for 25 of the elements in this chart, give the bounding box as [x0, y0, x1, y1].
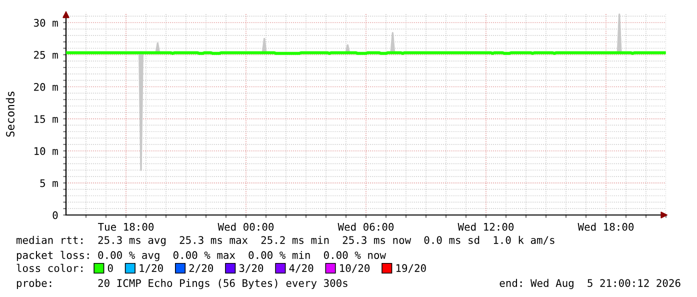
y-tick-label: 20 m	[34, 83, 58, 91]
x-tick-label: Wed 06:00	[338, 222, 394, 231]
legend-label: 1/20	[140, 264, 163, 273]
y-tick-label: 30 m	[34, 18, 58, 27]
legend-label: 19/20	[396, 264, 426, 273]
y-tick-label: 25 m	[34, 50, 58, 59]
text: loss color:	[16, 264, 82, 272]
text: end: Wed Aug 5 21:00:12 2026	[500, 278, 680, 290]
x-tick-label: Wed 18:00	[578, 222, 634, 231]
x-tick-label: Tue 18:00	[98, 222, 154, 231]
y-tick-label: 5 m	[40, 179, 58, 188]
x-tick-label: Wed 00:00	[218, 222, 274, 231]
y-axis-title: Seconds	[6, 92, 14, 137]
text: probe: 20 ICMP Echo Pings (56 Bytes) every 300s	[16, 278, 348, 290]
text: median rtt: 25.3 ms avg 25.3 ms max 25.2 ms min 25.3 ms now 0.0 ms sd 1.0 k am/s	[16, 236, 554, 246]
legend-label: 4/20	[289, 264, 314, 273]
legend-label: 3/20	[239, 264, 264, 273]
y-tick-label: 10 m	[34, 147, 58, 156]
legend-label: 2/20	[189, 264, 214, 273]
legend-label: 0	[108, 264, 113, 272]
legend-label: 10/20	[340, 264, 370, 273]
y-tick-label: 0	[52, 211, 58, 220]
y-tick-label: 15 m	[34, 115, 58, 123]
text: packet loss: 0.00 % avg 0.00 % max 0.00 % min 0.00 % now	[16, 250, 386, 262]
x-tick-label: Wed 12:00	[458, 222, 514, 231]
